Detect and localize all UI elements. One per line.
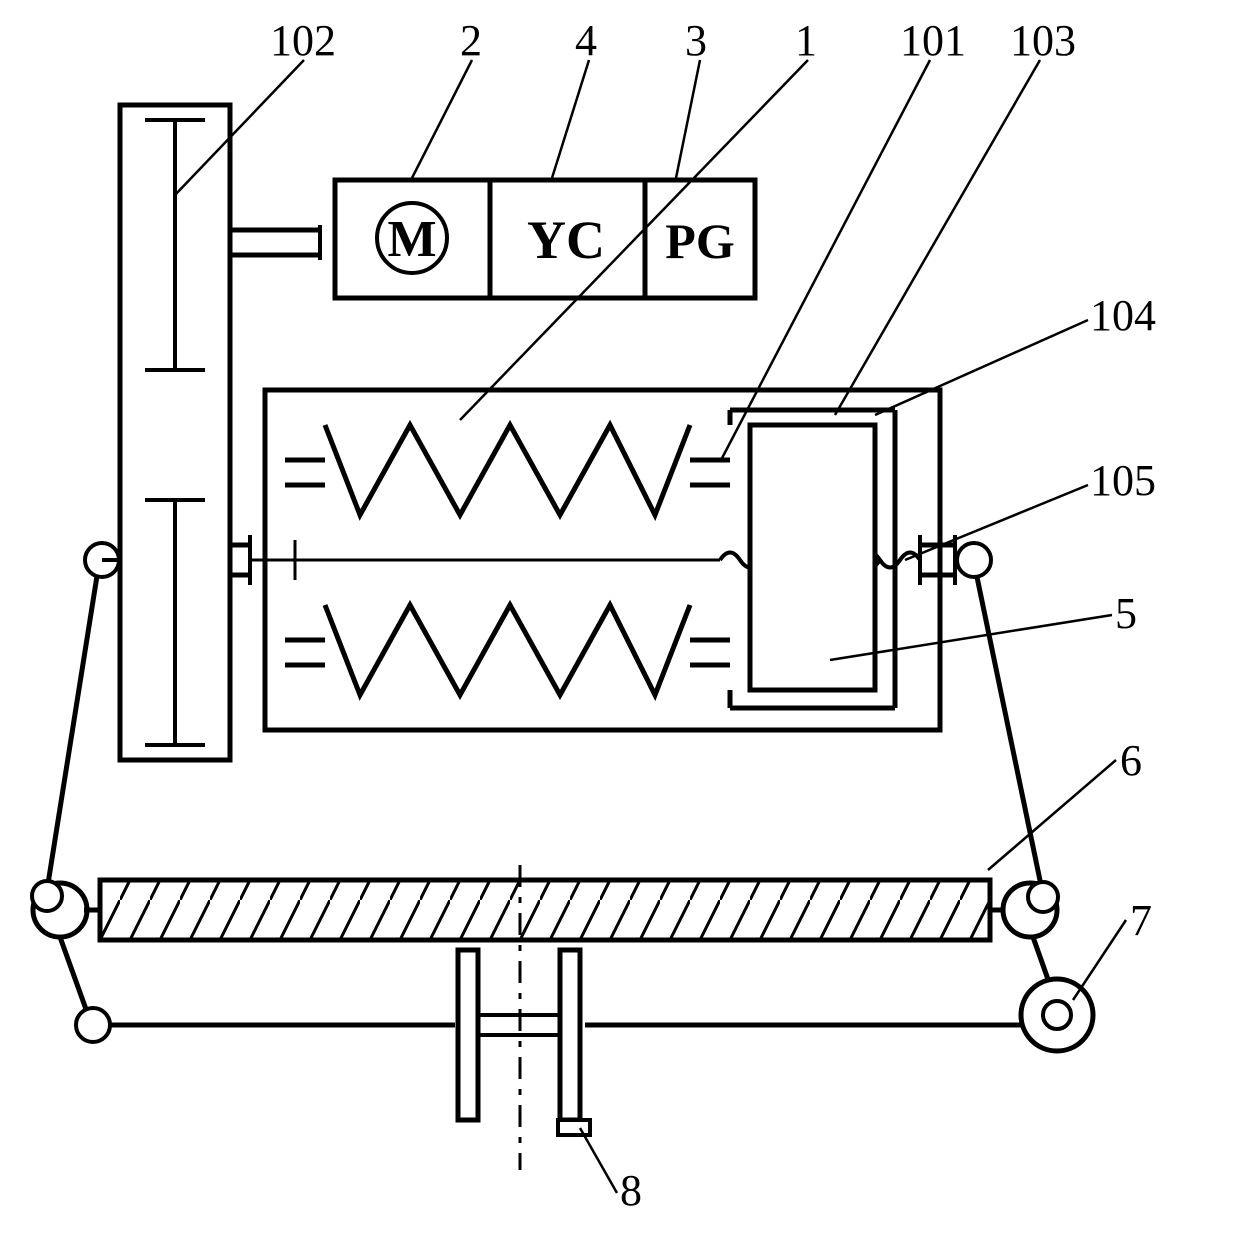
- label-105: 105: [1090, 456, 1156, 505]
- top-unit: M YC PG: [335, 180, 755, 298]
- diagram-container: M YC PG: [0, 0, 1240, 1233]
- schematic-svg: M YC PG: [0, 0, 1240, 1233]
- top-connector: [230, 225, 320, 260]
- wheel: [1021, 979, 1093, 1051]
- pg-label: PG: [665, 213, 734, 269]
- label-4: 4: [575, 16, 597, 65]
- label-103: 103: [1010, 16, 1076, 65]
- label-7: 7: [1130, 896, 1152, 945]
- label-6: 6: [1120, 736, 1142, 785]
- left-arm: [47, 576, 97, 890]
- label-104: 104: [1090, 291, 1156, 340]
- middle-unit: [230, 390, 955, 730]
- label-1: 1: [795, 16, 817, 65]
- label-3: 3: [685, 16, 707, 65]
- right-arm: [977, 577, 1042, 890]
- left-lower-arm: [60, 937, 87, 1012]
- hatched-bar: [100, 880, 990, 940]
- tab-8: [558, 1120, 590, 1135]
- label-101: 101: [900, 16, 966, 65]
- yc-label: YC: [527, 210, 605, 270]
- left-column: [120, 105, 230, 760]
- label-102: 102: [270, 16, 336, 65]
- bottom-spring: [285, 605, 730, 695]
- motor-label: M: [387, 211, 436, 268]
- right-inner-box: [750, 425, 875, 690]
- right-big-joint: [990, 882, 1058, 937]
- top-spring: [285, 425, 730, 515]
- lower-left-joint: [76, 1008, 110, 1042]
- label-5: 5: [1115, 589, 1137, 638]
- left-big-joint: [32, 881, 100, 937]
- right-joint: [957, 543, 991, 577]
- label-2: 2: [460, 16, 482, 65]
- label-8: 8: [620, 1166, 642, 1215]
